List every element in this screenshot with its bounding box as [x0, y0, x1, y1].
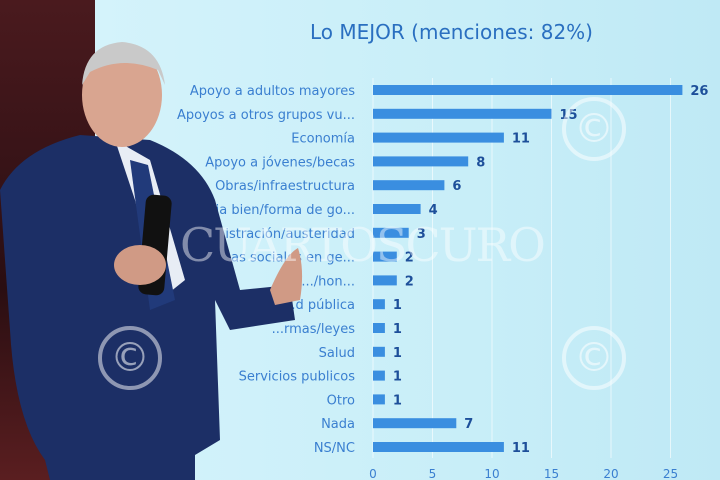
bar — [373, 85, 683, 95]
category-label: ...mas sociales en ge... — [206, 251, 355, 266]
x-tick-label: 10 — [484, 467, 499, 480]
category-label: NS/NC — [314, 441, 355, 456]
data-label: 1 — [393, 393, 402, 408]
category-label: Apoyo a adultos mayores — [190, 84, 355, 99]
category-label: Salud — [319, 346, 355, 361]
category-label: ...inistración/austeridad — [201, 227, 355, 242]
copyright-watermark-icon: © — [562, 326, 626, 390]
copyright-watermark-icon: © — [98, 326, 162, 390]
category-label: Otro — [327, 393, 355, 408]
data-label: 11 — [512, 441, 530, 456]
category-label: Economía — [291, 132, 355, 147]
bar — [373, 418, 457, 429]
bar — [373, 442, 504, 452]
data-label: 8 — [476, 155, 485, 170]
category-label: Apoyo a jóvenes/becas — [205, 155, 355, 170]
data-label: 1 — [393, 298, 402, 313]
category-label: Apoyos a otros grupos vu... — [177, 108, 355, 123]
category-label: ...d pública — [283, 298, 355, 313]
data-label: 26 — [690, 84, 708, 99]
category-label: Servicios publicos — [239, 370, 356, 385]
data-label: 7 — [464, 417, 473, 432]
bar — [373, 156, 469, 167]
chart-title: Lo MEJOR (menciones: 82%) — [310, 20, 593, 44]
bar — [373, 108, 552, 119]
data-label: 3 — [417, 227, 426, 242]
copyright-watermark-icon: © — [562, 97, 626, 161]
data-label: 6 — [452, 179, 461, 194]
data-label: 2 — [405, 274, 414, 289]
x-tick-label: 15 — [544, 467, 559, 480]
bar — [373, 180, 445, 191]
bar — [373, 323, 385, 333]
bar — [373, 346, 385, 357]
data-label: 1 — [393, 346, 402, 361]
category-label: Obras/infraestructura — [215, 179, 355, 194]
bar — [373, 227, 409, 238]
bar — [373, 370, 385, 381]
bar — [373, 132, 504, 143]
category-label: Nada — [321, 417, 355, 432]
bar — [373, 394, 385, 405]
x-tick-label: 25 — [663, 467, 678, 480]
bar — [373, 204, 421, 214]
data-label: 4 — [429, 203, 438, 218]
x-tick-label: 5 — [429, 467, 437, 480]
data-label: 11 — [512, 132, 530, 147]
watermark-text: CUARTOSCURO — [180, 218, 546, 272]
bar — [373, 299, 385, 310]
bar — [373, 251, 397, 262]
x-tick-label: 20 — [603, 467, 618, 480]
category-label: .../hon... — [301, 274, 355, 289]
bar — [373, 275, 397, 286]
data-label: 1 — [393, 370, 402, 385]
data-label: 1 — [393, 322, 402, 337]
category-label: ...rmas/leyes — [272, 322, 356, 337]
data-label: 2 — [405, 251, 414, 266]
x-tick-label: 0 — [369, 467, 377, 480]
category-label: ...aja bien/forma de go... — [195, 203, 355, 218]
